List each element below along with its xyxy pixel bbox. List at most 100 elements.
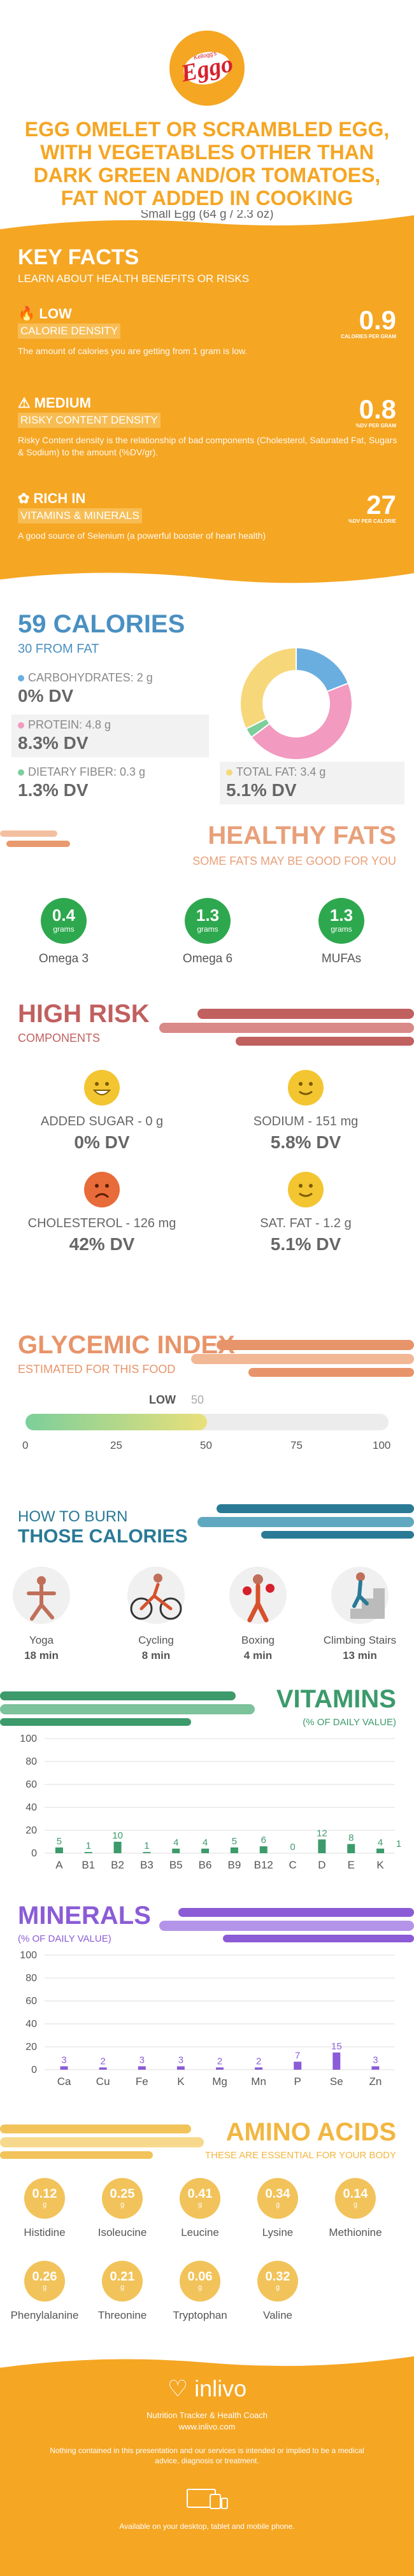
wave-divider — [0, 210, 414, 236]
amino-value: 0.41 — [187, 2187, 213, 2201]
x-tick-label: K — [376, 1859, 384, 1871]
key-fact-label: VITAMINS & MINERALS — [18, 508, 142, 523]
amino-value: 0.32 — [265, 2270, 290, 2284]
x-tick-label: Cu — [96, 2075, 110, 2088]
fat-name: Omega 6 — [182, 952, 233, 965]
footer-disclaimer: Nothing contained in this presentation a… — [50, 2446, 364, 2465]
amino-name: Histidine — [24, 2226, 66, 2238]
risk-dv: 5.8% DV — [270, 1132, 341, 1152]
x-tick-label: B6 — [199, 1859, 212, 1871]
amino-name: Threonine — [97, 2309, 147, 2321]
bar-value-label: 3 — [139, 2055, 145, 2066]
amino-name: Lysine — [262, 2226, 294, 2238]
risk-label: ADDED SUGAR - 0 g — [40, 1114, 164, 1128]
bar-value-label: 4 — [378, 1837, 383, 1848]
amino-unit: g — [197, 2201, 203, 2209]
fat-unit: grams — [197, 925, 218, 934]
y-tick-label: 100 — [20, 1950, 37, 1961]
vitamins-section: VITAMINS (% OF DAILY VALUE) 100 80 60 40 20 0… — [0, 1675, 414, 1891]
key-fact-value: 27 %DV PER CALORIE — [348, 492, 396, 525]
cycling-icon — [127, 1567, 185, 1624]
stairs-icon — [331, 1567, 389, 1624]
tick-label: 100 — [373, 1439, 391, 1451]
donut-slice-total-fat — [239, 646, 297, 730]
glycemic-title: GLYCEMIC INDEX — [18, 1331, 235, 1359]
sad-face-icon — [84, 1172, 120, 1207]
amino-unit: g — [275, 2284, 280, 2291]
y-tick-label: 0 — [31, 2065, 37, 2075]
bar-value-label: 5 — [232, 1836, 237, 1847]
bar-zn — [371, 2066, 380, 2070]
amino-unit: g — [42, 2201, 47, 2209]
x-tick-label: Fe — [136, 2075, 148, 2088]
y-tick-label: 40 — [25, 2019, 37, 2030]
amino-value: 0.25 — [110, 2187, 135, 2201]
tick-label: 50 — [200, 1439, 212, 1451]
x-tick-label: D — [318, 1859, 325, 1871]
calories-subtitle: 30 FROM FAT — [18, 642, 99, 656]
omega6-badge: 1.3 grams — [185, 898, 231, 944]
amino-name: Phenylalanine — [10, 2309, 79, 2321]
decor-stripes — [0, 1691, 255, 1726]
bar-p — [294, 2061, 302, 2070]
x-tick-label: B2 — [111, 1859, 124, 1871]
minerals-subtitle: (% OF DAILY VALUE) — [18, 1933, 111, 1944]
amino-unit: g — [275, 2201, 280, 2209]
amino-unit: g — [120, 2284, 125, 2291]
bar-value-label: 2 — [217, 2056, 222, 2067]
key-fact-number: 0.9 — [359, 305, 396, 335]
wave-divider — [0, 573, 414, 592]
burn-activity-name: Climbing Stairs — [323, 1634, 397, 1646]
fat-value: 1.3 — [329, 906, 353, 925]
yoga-icon — [13, 1567, 70, 1624]
risk-label: CHOLESTEROL - 126 mg — [27, 1216, 176, 1230]
y-tick-label: 80 — [25, 1973, 37, 1984]
food-title: EGG OMELET OR SCRAMBLED EGG, WITH VEGETA… — [24, 118, 390, 210]
key-facts-title: KEY FACTS — [18, 245, 139, 269]
calories-title: 59 CALORIES — [18, 610, 185, 638]
glycemic-ticks: 0 25 50 75 100 — [22, 1439, 391, 1453]
amino-unit: g — [120, 2201, 125, 2209]
amino-unit: g — [197, 2284, 203, 2291]
bar-value-label: 3 — [178, 2055, 183, 2066]
high-risk-subtitle: COMPONENTS — [18, 1032, 101, 1044]
bar-value-label: 1 — [86, 1840, 91, 1851]
key-fact-risky-density: ⚠ MEDIUM RISKY CONTENT DENSITY Risky Cont… — [18, 395, 400, 459]
tick-label: 25 — [110, 1439, 122, 1451]
brand-logo: Kellogg's Eggo — [169, 31, 245, 106]
amino-unit: g — [42, 2284, 47, 2291]
footer-url[interactable]: www.inlivo.com — [178, 2422, 236, 2431]
burn-activity-time: 8 min — [141, 1649, 171, 1662]
bar-value-label: 1 — [396, 1839, 401, 1849]
decor-stripes — [191, 1340, 414, 1377]
bar-value-label: 7 — [295, 2050, 300, 2061]
burn-activity-time: 4 min — [243, 1649, 273, 1662]
bar-value-label: 4 — [173, 1837, 178, 1848]
key-fact-unit: CALORIES PER GRAM — [341, 334, 396, 339]
bar-b12 — [259, 1846, 268, 1853]
donut-slice-carbohydrates — [296, 646, 350, 693]
risk-dv: 5.1% DV — [270, 1234, 341, 1254]
key-fact-calorie-density: 🔥 LOW CALORIE DENSITY The amount of calor… — [18, 306, 400, 357]
key-fact-level: RICH IN — [33, 490, 86, 506]
x-tick-label: Mn — [251, 2075, 266, 2088]
fat-unit: grams — [53, 925, 75, 934]
decor-stripes — [197, 1504, 414, 1539]
bar-value-label: 5 — [57, 1836, 62, 1847]
heart-icon: ♡ — [167, 2375, 189, 2402]
key-fact-number: 0.8 — [359, 394, 396, 424]
bar-mn — [255, 2067, 263, 2070]
burn-activity-name: Cycling — [138, 1634, 174, 1646]
legend-dot — [18, 674, 24, 681]
y-tick-label: 0 — [31, 1848, 37, 1859]
burn-activity-time: 13 min — [343, 1649, 377, 1662]
fat-name: Omega 3 — [38, 952, 89, 965]
vitamins-bar-chart: 100 80 60 40 20 0 5 A 1 B1 10 B2 1 B3 4 B5 4 B6 5 B9 6 B12 0 C 1… — [20, 1733, 401, 1871]
decor-stripes — [159, 1908, 414, 1942]
amino-badge-lysine: 0.34 g — [257, 2178, 298, 2219]
amino-name: Tryptophan — [173, 2309, 227, 2321]
mufas-badge: 1.3 grams — [318, 898, 364, 944]
minerals-title: MINERALS — [18, 1902, 151, 1930]
macro-label: DIETARY FIBER: 0.3 g — [28, 765, 146, 778]
amino-value: 0.06 — [187, 2270, 213, 2284]
